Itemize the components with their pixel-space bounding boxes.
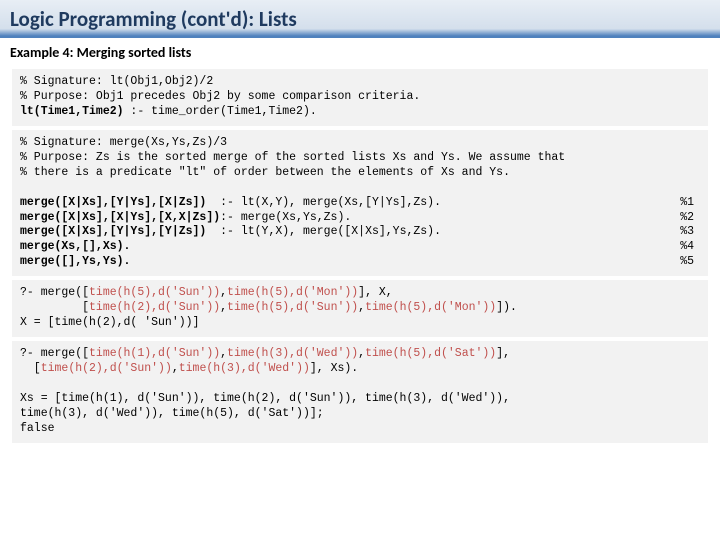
clause-body: :- time_order(Time1,Time2). bbox=[124, 105, 317, 118]
code-block-query1: ?- merge([time(h(5),d('Sun')),time(h(5),… bbox=[12, 280, 708, 337]
example-subtitle: Example 4: Merging sorted lists bbox=[0, 38, 720, 65]
query-text: ], X, bbox=[358, 286, 393, 299]
clause-tag: %4 bbox=[680, 240, 700, 255]
term-highlight: time(h(2),d('Sun')) bbox=[41, 362, 172, 375]
comma: , bbox=[172, 362, 179, 375]
answer-line: time(h(3), d('Wed')), time(h(5), d('Sat'… bbox=[20, 407, 324, 420]
term-highlight: time(h(5),d('Sat')) bbox=[365, 347, 496, 360]
clause-row: merge(Xs,[],Xs). %4 bbox=[20, 240, 700, 255]
comment-line: % Purpose: Zs is the sorted merge of the… bbox=[20, 151, 565, 164]
clause-tag: %1 bbox=[680, 196, 700, 211]
predicate-head: merge([],Ys,Ys). bbox=[20, 255, 130, 270]
answer-line: X = [time(h(2),d( 'Sun'))] bbox=[20, 316, 199, 329]
comma: , bbox=[220, 286, 227, 299]
clause-row: merge([X|Xs],[Y|Ys],[Y|Zs]) :- lt(Y,X), … bbox=[20, 225, 700, 240]
predicate-head: merge([X|Xs],[Y|Ys],[Y|Zs]) bbox=[20, 225, 206, 238]
query-text: [ bbox=[20, 362, 41, 375]
clause-tag: %2 bbox=[680, 211, 700, 226]
comment-line: % Signature: lt(Obj1,Obj2)/2 bbox=[20, 75, 213, 88]
term-highlight: time(h(3),d('Wed')) bbox=[227, 347, 358, 360]
term-highlight: time(h(5),d('Mon')) bbox=[365, 301, 496, 314]
answer-line: false bbox=[20, 422, 55, 435]
slide-title-bar: Logic Programming (cont'd): Lists bbox=[0, 0, 720, 38]
predicate-head: merge(Xs,[],Xs). bbox=[20, 240, 130, 255]
term-highlight: time(h(2),d('Sun')) bbox=[89, 301, 220, 314]
term-highlight: time(h(5),d('Sun')) bbox=[89, 286, 220, 299]
clause-row: merge([],Ys,Ys). %5 bbox=[20, 255, 700, 270]
comment-line: % Purpose: Obj1 precedes Obj2 by some co… bbox=[20, 90, 420, 103]
term-highlight: time(h(3),d('Wed')) bbox=[179, 362, 310, 375]
query-text: ], Xs). bbox=[310, 362, 358, 375]
comma: , bbox=[220, 347, 227, 360]
term-highlight: time(h(5),d('Mon')) bbox=[227, 286, 358, 299]
comment-line: % there is a predicate "lt" of order bet… bbox=[20, 166, 510, 179]
slide-title: Logic Programming (cont'd): Lists bbox=[10, 6, 710, 32]
clause-row: merge([X|Xs],[Y|Ys],[X|Zs]) :- lt(X,Y), … bbox=[20, 196, 700, 211]
query-text: [ bbox=[20, 301, 89, 314]
query-text: ?- merge([ bbox=[20, 347, 89, 360]
clause-body: :- lt(Y,X), merge([X|Xs],Ys,Zs). bbox=[206, 225, 441, 238]
clause-body: :- lt(X,Y), merge(Xs,[Y|Ys],Zs). bbox=[206, 196, 441, 209]
query-text: ]). bbox=[496, 301, 517, 314]
answer-line: Xs = [time(h(1), d('Sun')), time(h(2), d… bbox=[20, 392, 510, 405]
predicate-head: merge([X|Xs],[Y|Ys],[X|Zs]) bbox=[20, 196, 206, 209]
code-block-lt: % Signature: lt(Obj1,Obj2)/2 % Purpose: … bbox=[12, 69, 708, 126]
comma: , bbox=[220, 301, 227, 314]
term-highlight: time(h(1),d('Sun')) bbox=[89, 347, 220, 360]
comment-line: % Signature: merge(Xs,Ys,Zs)/3 bbox=[20, 136, 227, 149]
predicate-head: merge([X|Xs],[X|Ys],[X,X|Zs]) bbox=[20, 211, 220, 224]
clause-body: :- merge(Xs,Ys,Zs). bbox=[220, 211, 351, 224]
query-text: ], bbox=[496, 347, 510, 360]
code-block-query2: ?- merge([time(h(1),d('Sun')),time(h(3),… bbox=[12, 341, 708, 443]
query-text: ?- merge([ bbox=[20, 286, 89, 299]
clause-tag: %5 bbox=[680, 255, 700, 270]
code-block-merge: % Signature: merge(Xs,Ys,Zs)/3 % Purpose… bbox=[12, 130, 708, 276]
term-highlight: time(h(5),d('Sun')) bbox=[227, 301, 358, 314]
clause-tag: %3 bbox=[680, 225, 700, 240]
predicate-head: lt(Time1,Time2) bbox=[20, 105, 124, 118]
clause-row: merge([X|Xs],[X|Ys],[X,X|Zs]):- merge(Xs… bbox=[20, 211, 700, 226]
